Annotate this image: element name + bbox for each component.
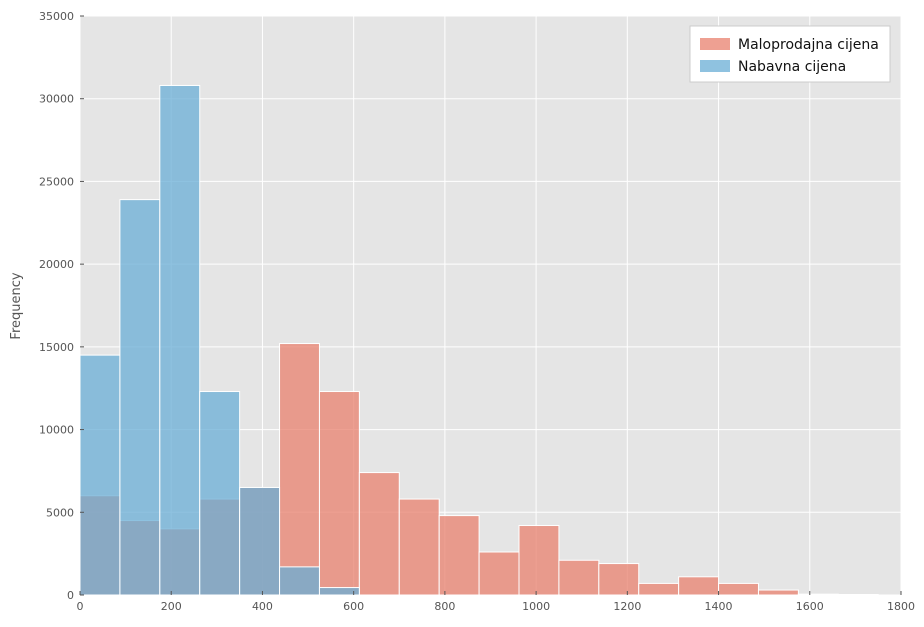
x-tick-label: 600 [343, 600, 364, 613]
bar-maloprodajna [398, 498, 440, 596]
bar-maloprodajna [797, 593, 839, 596]
bar-nabavna [199, 391, 241, 596]
legend-label: Nabavna cijena [738, 59, 846, 75]
x-tick-label: 1200 [613, 600, 641, 613]
legend-box [689, 25, 891, 83]
y-tick-label: 0 [67, 589, 74, 602]
legend-label: Maloprodajna cijena [738, 37, 879, 53]
x-tick-label: 400 [252, 600, 273, 613]
bar-nabavna [159, 84, 201, 596]
y-tick-label: 35000 [39, 10, 74, 23]
y-tick-label: 30000 [39, 93, 74, 106]
x-tick-label: 1400 [705, 600, 733, 613]
bar-maloprodajna [718, 582, 759, 596]
bar-maloprodajna [478, 551, 520, 596]
bar-maloprodajna [678, 576, 720, 596]
x-axis-ticks: 0 200 400 600 800 1000 1200 1400 1600 1800 [77, 591, 915, 613]
x-tick-label: 1000 [522, 600, 550, 613]
legend-swatch [700, 38, 730, 50]
bar-nabavna [239, 486, 281, 596]
legend: Maloprodajna cijena Nabavna cijena [689, 25, 891, 83]
bar-nabavna [79, 354, 121, 596]
bar-maloprodajna [279, 343, 320, 596]
bar-nabavna [279, 566, 320, 596]
y-tick-label: 25000 [39, 175, 74, 188]
bar-maloprodajna [438, 515, 480, 596]
x-tick-label: 1600 [796, 600, 824, 613]
bar-maloprodajna [757, 589, 799, 596]
histogram-bars [79, 84, 879, 596]
y-tick-label: 10000 [39, 424, 74, 437]
y-axis-label: Frequency [9, 272, 24, 339]
y-axis-ticks: 0 5000 10000 15000 20000 25000 30000 35000 [39, 10, 84, 602]
bar-nabavna [119, 199, 161, 596]
bar-maloprodajna [518, 525, 560, 596]
y-tick-label: 5000 [46, 506, 74, 519]
bar-maloprodajna [598, 563, 640, 596]
x-tick-label: 1800 [887, 600, 915, 613]
bar-maloprodajna [318, 391, 360, 596]
x-tick-label: 800 [434, 600, 455, 613]
y-tick-label: 15000 [39, 341, 74, 354]
legend-swatch [700, 60, 730, 72]
x-tick-label: 200 [161, 600, 182, 613]
bar-maloprodajna [558, 559, 600, 596]
bar-nabavna [318, 587, 360, 596]
bar-maloprodajna [358, 472, 400, 596]
bar-maloprodajna [638, 582, 680, 596]
x-tick-label: 0 [77, 600, 84, 613]
y-tick-label: 20000 [39, 258, 74, 271]
